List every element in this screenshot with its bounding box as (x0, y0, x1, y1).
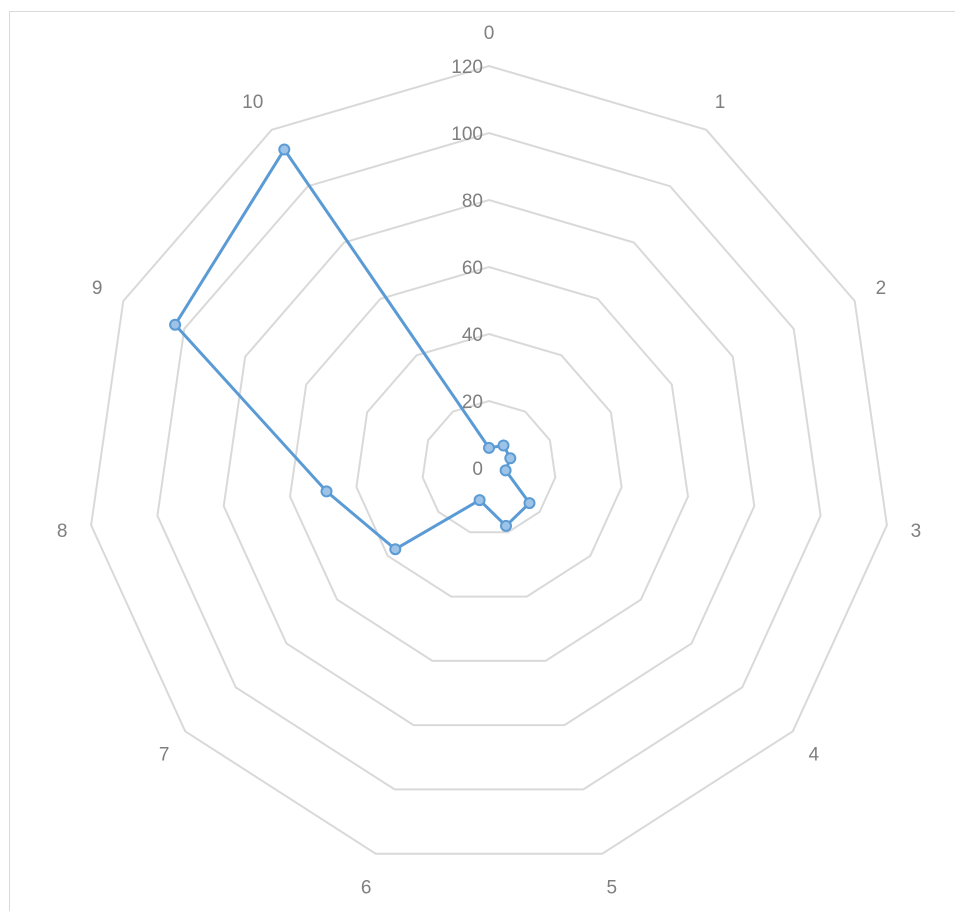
value-tick-label: 40 (462, 325, 483, 346)
grid-ring (423, 401, 556, 532)
grid-ring (290, 267, 688, 661)
category-label: 6 (361, 877, 372, 898)
category-label: 1 (715, 92, 726, 113)
value-tick-label: 20 (462, 392, 483, 413)
value-tick-label: 100 (451, 124, 483, 145)
value-tick-label: 120 (451, 57, 483, 78)
grid-layer (91, 66, 887, 854)
grid-ring (224, 200, 755, 725)
category-label: 10 (242, 92, 263, 113)
category-label: 8 (57, 521, 68, 542)
value-tick-label: 0 (472, 459, 483, 480)
data-point-10 (279, 145, 289, 155)
category-label-layer: 0 1 2 3 4 5 6 7 8 9 10 (57, 23, 921, 898)
grid-ring (91, 66, 887, 854)
category-label: 7 (159, 745, 170, 766)
category-label: 4 (809, 745, 820, 766)
category-label: 9 (92, 278, 103, 299)
grid-ring (157, 133, 820, 789)
data-point-0 (484, 443, 494, 453)
category-label: 3 (911, 521, 922, 542)
data-point-9 (170, 320, 180, 330)
data-point-3 (501, 465, 511, 475)
category-label: 5 (607, 877, 618, 898)
data-point-5 (501, 521, 511, 531)
data-point-1 (499, 441, 509, 451)
category-label: 2 (876, 278, 887, 299)
data-point-4 (525, 498, 535, 508)
data-point-2 (505, 453, 515, 463)
data-point-8 (322, 486, 332, 496)
data-point-6 (475, 495, 485, 505)
data-point-7 (390, 544, 400, 554)
value-tick-label: 60 (462, 258, 483, 279)
value-tick-label: 80 (462, 191, 483, 212)
grid-ring (356, 334, 621, 597)
category-label: 0 (484, 23, 495, 44)
